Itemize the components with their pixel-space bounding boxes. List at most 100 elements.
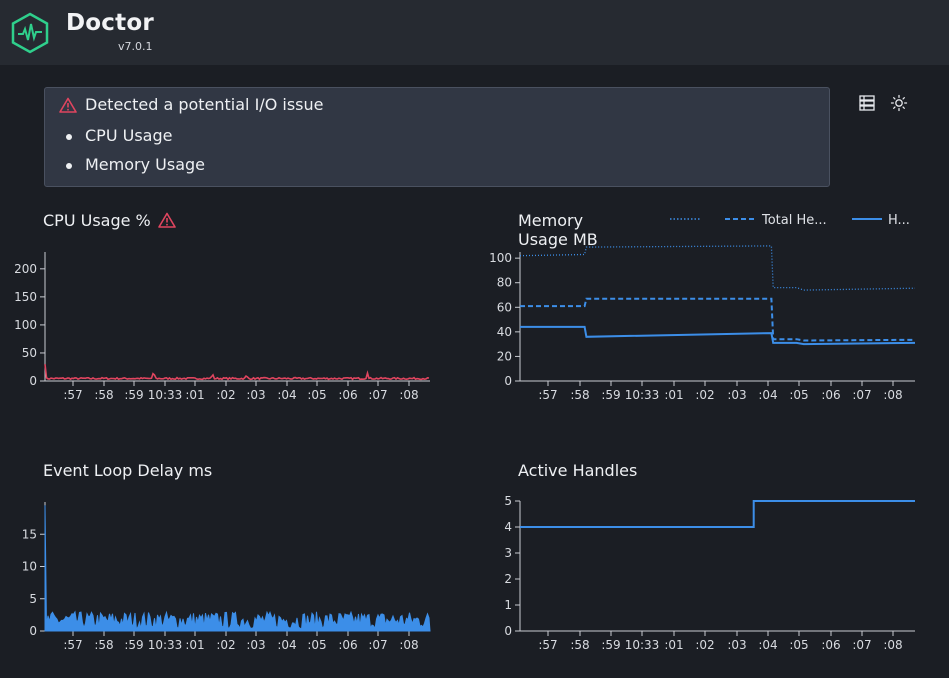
x-tick-label: :07 xyxy=(368,388,387,402)
x-tick-label: :06 xyxy=(338,388,357,402)
x-tick-label: :02 xyxy=(216,388,235,402)
y-tick-label: 15 xyxy=(22,527,37,541)
x-tick-label: :59 xyxy=(124,388,143,402)
x-tick-label: :02 xyxy=(216,638,235,652)
x-tick-label: :08 xyxy=(883,638,902,652)
legend-dashed-swatch xyxy=(725,218,755,220)
y-tick-label: 0 xyxy=(504,624,512,638)
y-tick-label: 100 xyxy=(14,318,37,332)
y-tick-label: 50 xyxy=(22,346,37,360)
x-tick-label: :59 xyxy=(124,638,143,652)
y-tick-label: 150 xyxy=(14,290,37,304)
y-tick-label: 2 xyxy=(504,572,512,586)
x-tick-label: :58 xyxy=(94,638,113,652)
x-tick-label: :05 xyxy=(789,638,808,652)
y-tick-label: 3 xyxy=(504,546,512,560)
y-tick-label: 0 xyxy=(29,374,37,388)
legend-label-total-heap: Total He... xyxy=(762,213,827,228)
legend-solid-swatch xyxy=(852,218,882,220)
memory-panel-title: Memory Usage MB xyxy=(518,211,598,249)
x-tick-label: :01 xyxy=(664,638,683,652)
x-tick-label: :06 xyxy=(821,388,840,402)
y-tick-label: 0 xyxy=(29,624,37,638)
x-tick-label: :03 xyxy=(727,638,746,652)
y-tick-label: 0 xyxy=(504,374,512,388)
x-tick-label: :59 xyxy=(601,638,620,652)
x-tick-label: :03 xyxy=(727,388,746,402)
cpu-usage-line xyxy=(44,364,430,381)
y-tick-label: 200 xyxy=(14,262,37,276)
x-tick-label: :07 xyxy=(852,638,871,652)
x-tick-label: :04 xyxy=(277,388,296,402)
x-tick-label: :05 xyxy=(307,388,326,402)
x-tick-label: :59 xyxy=(601,388,620,402)
alert-list: CPU Usage Memory Usage xyxy=(65,126,205,184)
y-tick-label: 5 xyxy=(504,494,512,508)
x-tick-label: :57 xyxy=(538,388,557,402)
memory-series-solid xyxy=(520,325,916,346)
alert-title: Detected a potential I/O issue xyxy=(85,95,324,114)
app-title: Doctor xyxy=(66,10,154,36)
x-tick-label: :08 xyxy=(399,388,418,402)
handles-panel-title: Active Handles xyxy=(518,461,638,480)
x-tick-label: :04 xyxy=(758,638,777,652)
x-tick-label: :04 xyxy=(277,638,296,652)
x-tick-label: :02 xyxy=(695,388,714,402)
y-tick-label: 40 xyxy=(497,325,512,339)
chart-0-axes: 0 50 100 150 200:57:58:59 10:33:01:02:03:04:0… xyxy=(14,252,430,402)
app-header: Doctor v7.0.1 xyxy=(0,0,949,65)
x-tick-label: 10:33 xyxy=(148,638,183,652)
x-tick-label: 10:33 xyxy=(625,638,660,652)
x-tick-label: :01 xyxy=(185,638,204,652)
x-tick-label: :58 xyxy=(570,638,589,652)
alert-box: Detected a potential I/O issue CPU Usage… xyxy=(44,87,830,187)
x-tick-label: :05 xyxy=(307,638,326,652)
y-tick-label: 80 xyxy=(497,276,512,290)
x-tick-label: :57 xyxy=(538,638,557,652)
y-tick-label: 4 xyxy=(504,520,512,534)
y-tick-label: 10 xyxy=(22,560,37,574)
x-tick-label: :04 xyxy=(758,388,777,402)
sun-icon[interactable] xyxy=(890,94,908,112)
y-tick-label: 5 xyxy=(29,592,37,606)
x-tick-label: :03 xyxy=(246,388,265,402)
x-tick-label: 10:33 xyxy=(625,388,660,402)
active-handles-line xyxy=(520,500,915,528)
x-tick-label: :08 xyxy=(883,388,902,402)
event-loop-panel-title: Event Loop Delay ms xyxy=(43,461,213,480)
y-tick-label: 60 xyxy=(497,300,512,314)
x-tick-label: 10:33 xyxy=(148,388,183,402)
x-tick-label: :58 xyxy=(570,388,589,402)
x-tick-label: :01 xyxy=(185,388,204,402)
memory-series-dotted xyxy=(519,245,916,291)
legend-label-heap: H... xyxy=(888,213,910,228)
y-tick-label: 20 xyxy=(497,349,512,363)
legend-item-heap[interactable]: H... xyxy=(852,212,912,230)
legend-dotted-swatch xyxy=(670,218,700,220)
x-tick-label: :07 xyxy=(368,638,387,652)
legend-item-dotted[interactable] xyxy=(670,212,702,230)
event-loop-delay-area xyxy=(44,505,431,632)
cpu-warning-icon xyxy=(158,212,176,228)
x-tick-label: :03 xyxy=(246,638,265,652)
x-tick-label: :01 xyxy=(664,388,683,402)
cpu-panel-title: CPU Usage % xyxy=(43,211,151,230)
chart-1-axes: 0 20 40 60 80 100 :57 :58 :59 10:33 :01 :02 :03 :04 :0… xyxy=(489,251,915,402)
y-tick-label: 1 xyxy=(504,598,512,612)
x-tick-label: :05 xyxy=(789,388,808,402)
memory-series-dashed xyxy=(520,297,916,342)
y-tick-label: 100 xyxy=(489,251,512,265)
alert-item-cpu: CPU Usage xyxy=(65,126,205,155)
app-version: v7.0.1 xyxy=(118,40,153,53)
x-tick-label: :06 xyxy=(821,638,840,652)
warning-icon xyxy=(59,97,77,113)
x-tick-label: :57 xyxy=(63,388,82,402)
x-tick-label: :57 xyxy=(63,638,82,652)
x-tick-label: :07 xyxy=(852,388,871,402)
doctor-logo-icon xyxy=(11,12,49,54)
alert-item-memory: Memory Usage xyxy=(65,155,205,184)
x-tick-label: :06 xyxy=(338,638,357,652)
list-layout-icon[interactable] xyxy=(858,94,876,112)
legend-item-total-heap[interactable]: Total He... xyxy=(725,212,835,230)
